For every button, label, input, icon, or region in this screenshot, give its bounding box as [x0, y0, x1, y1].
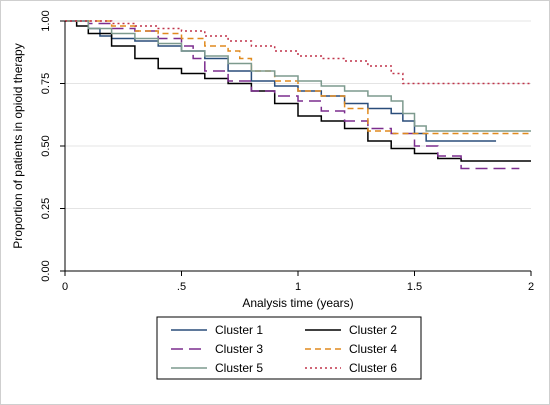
x-tick-label-3: 1.5	[407, 281, 422, 293]
x-tick-label-4: 2	[528, 281, 534, 293]
y-tick-label-2: 0.50	[40, 135, 52, 156]
legend-label-cluster-6: Cluster 6	[349, 361, 397, 375]
legend-label-cluster-1: Cluster 1	[215, 323, 263, 337]
y-tick-label-0: 0.00	[40, 260, 52, 281]
legend: Cluster 1 Cluster 2 Cluster 3 Cluster 4 Clus…	[156, 316, 422, 380]
y-tick-label-3: 0.75	[40, 73, 52, 94]
y-axis-label: Proportion of patients in opioid therapy	[11, 43, 25, 248]
series-line-cluster-1	[65, 20, 497, 142]
legend-label-cluster-4: Cluster 4	[349, 342, 397, 356]
y-tick-label-1: 0.25	[40, 198, 52, 219]
x-tick-label-1: .5	[177, 281, 186, 293]
x-tick-label-0: 0	[62, 281, 68, 293]
legend-label-cluster-2: Cluster 2	[349, 323, 397, 337]
legend-label-cluster-3: Cluster 3	[215, 342, 263, 356]
series-line-cluster-5	[65, 20, 531, 132]
x-axis-label: Analysis time (years)	[242, 296, 353, 310]
y-tick-label-4: 1.00	[40, 10, 52, 31]
legend-label-cluster-5: Cluster 5	[215, 361, 263, 375]
x-tick-label-2: 1	[295, 281, 301, 293]
series-line-cluster-2	[65, 20, 531, 162]
axes: 0 .5 1 1.5 2 0.00 0.25 0.50 0.75 1.00	[40, 10, 534, 293]
series-lines	[65, 20, 531, 170]
series-line-cluster-6	[65, 20, 531, 85]
